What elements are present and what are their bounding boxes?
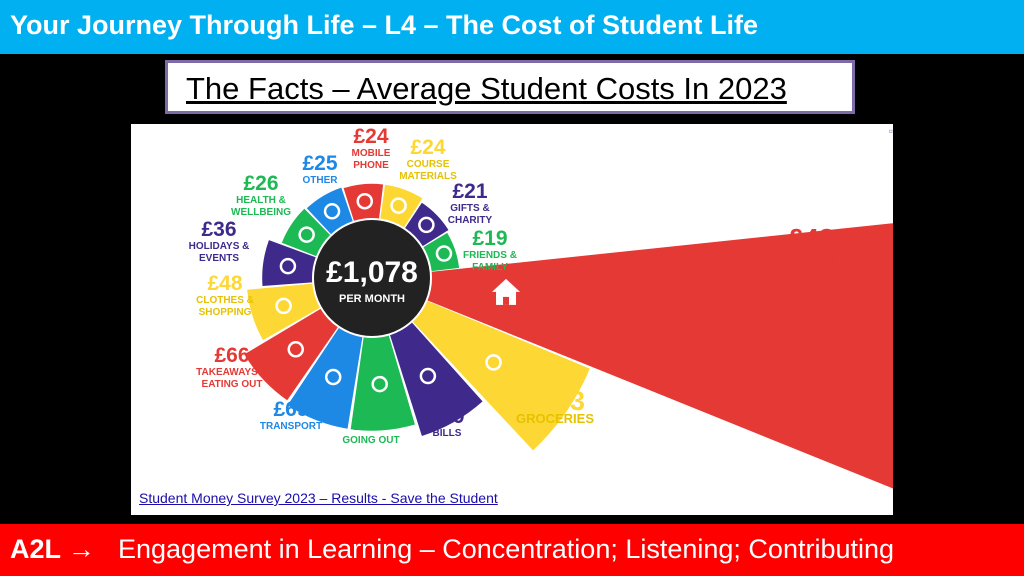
segment-bus (287, 328, 363, 429)
label-dots: OTHER (303, 175, 339, 186)
amount-house: £439 (788, 223, 850, 254)
amount-cocktail: £69 (353, 412, 388, 435)
label-basket: GROCERIES (516, 411, 594, 426)
takeaway-box-icon (287, 341, 304, 358)
book-icon (390, 197, 407, 214)
amount-heart: £19 (472, 227, 507, 250)
amount-gift: £21 (452, 180, 487, 203)
amount-basket: £133 (525, 386, 585, 416)
segment-cocktail (350, 335, 415, 431)
amount-dots: £25 (302, 152, 337, 175)
title-bar: Your Journey Through Life – L4 – The Cos… (0, 0, 1024, 54)
label-tshirt: SHOPPING (199, 307, 252, 318)
amount-lightbulb: £79 (429, 405, 464, 428)
label-health-cross: WELLBEING (231, 207, 291, 218)
a2l-label: A2L → (10, 534, 96, 564)
subtitle-box: The Facts – Average Student Costs In 202… (165, 60, 855, 114)
health-cross-icon (298, 226, 315, 243)
label-takeaway-box: TAKEAWAYS & (196, 367, 268, 378)
segment-basket (412, 301, 590, 451)
infographic-card: £1,078 PER MONTH £439 RENT £133 GROCERIES £79 B… (131, 124, 893, 515)
segment-book (380, 184, 423, 228)
label-tshirt: CLOTHES & (196, 295, 254, 306)
label-house: RENT (800, 251, 839, 267)
segment-phone (343, 183, 384, 221)
label-book: COURSE (407, 159, 450, 170)
amount-bus: £69 (273, 398, 308, 421)
cocktail-icon (371, 375, 388, 393)
sun-icon (279, 257, 297, 275)
house-icon (492, 278, 521, 305)
segment-sun (262, 240, 316, 286)
label-lightbulb: BILLS (433, 428, 462, 439)
phone-icon (356, 192, 374, 210)
total-amount: £1,078 (326, 256, 418, 289)
corner-mark: ▫ (888, 124, 893, 138)
segment-health-cross (281, 208, 331, 257)
dots-icon (323, 203, 341, 220)
lesson-title: Your Journey Through Life – L4 – The Cos… (10, 10, 759, 40)
label-takeaway-box: EATING OUT (202, 379, 263, 390)
label-cocktail: GOING OUT (342, 435, 399, 446)
segment-lightbulb (390, 322, 483, 437)
amount-sun: £36 (201, 218, 236, 241)
label-heart: FRIENDS & (463, 250, 517, 261)
slide-subtitle: The Facts – Average Student Costs In 202… (186, 71, 787, 106)
total-label: PER MONTH (339, 293, 405, 305)
segment-dots (306, 187, 353, 235)
label-health-cross: HEALTH & (236, 195, 286, 206)
rent-segment (427, 223, 893, 489)
segment-gift (405, 202, 449, 247)
label-book: MATERIALS (399, 171, 457, 182)
amount-book: £24 (410, 136, 445, 159)
a2l-bar: A2L → Engagement in Learning – Concentra… (0, 524, 1024, 576)
label-sun: HOLIDAYS & (189, 241, 250, 252)
source-link[interactable]: Student Money Survey 2023 – Results - Sa… (139, 490, 498, 506)
amount-tshirt: £48 (207, 272, 242, 295)
amount-health-cross: £26 (243, 172, 278, 195)
label-phone: MOBILE (352, 148, 391, 159)
basket-icon (485, 354, 502, 371)
label-bus: TRANSPORT (260, 421, 322, 432)
segment-heart (423, 232, 460, 272)
label-gift: CHARITY (448, 215, 493, 226)
amount-phone: £24 (353, 125, 388, 148)
label-phone: PHONE (353, 160, 389, 171)
a2l-text: Engagement in Learning – Concentration; … (118, 534, 895, 564)
gift-icon (418, 216, 435, 234)
lightbulb-icon (419, 367, 437, 385)
tshirt-icon (275, 297, 292, 315)
label-heart: FAMILY (472, 262, 508, 273)
label-gift: GIFTS & (450, 203, 489, 214)
label-sun: EVENTS (199, 253, 239, 264)
heart-icon (435, 245, 453, 262)
amount-takeaway-box: £66 (214, 344, 249, 367)
total-disc (314, 220, 430, 336)
bus-icon (324, 368, 342, 386)
